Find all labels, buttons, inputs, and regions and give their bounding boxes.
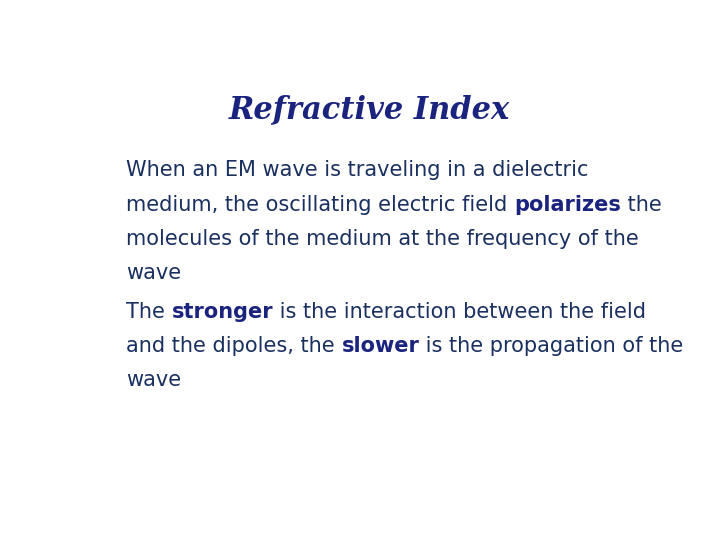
Text: stronger: stronger <box>172 302 274 322</box>
Text: wave: wave <box>126 370 181 390</box>
Text: The: The <box>126 302 172 322</box>
Text: polarizes: polarizes <box>514 194 621 214</box>
Text: is the interaction between the field: is the interaction between the field <box>274 302 647 322</box>
Text: the: the <box>621 194 662 214</box>
Text: and the dipoles, the: and the dipoles, the <box>126 336 341 356</box>
Text: molecules of the medium at the frequency of the: molecules of the medium at the frequency… <box>126 228 639 248</box>
Text: slower: slower <box>341 336 419 356</box>
Text: Refractive Index: Refractive Index <box>228 94 510 125</box>
Text: When an EM wave is traveling in a dielectric: When an EM wave is traveling in a dielec… <box>126 160 589 180</box>
Text: medium, the oscillating electric field: medium, the oscillating electric field <box>126 194 514 214</box>
Text: wave: wave <box>126 263 181 283</box>
Text: is the propagation of the: is the propagation of the <box>419 336 684 356</box>
